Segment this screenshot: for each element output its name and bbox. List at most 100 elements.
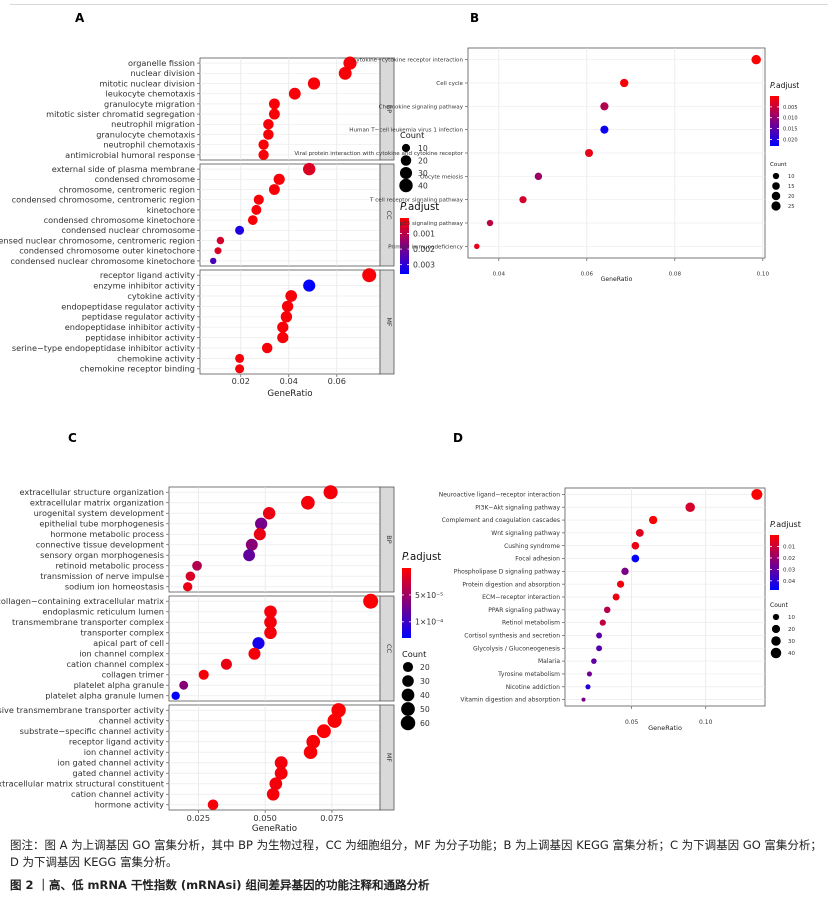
term-label: Oocyte meiosis <box>420 174 463 180</box>
term-label: condensed nuclear chromosome, centromeri… <box>0 235 195 245</box>
data-point <box>255 517 268 530</box>
data-point <box>519 196 527 204</box>
data-point <box>235 364 245 374</box>
term-label: mitotic nuclear division <box>99 78 195 88</box>
data-point <box>585 149 593 157</box>
term-label: connective tissue development <box>36 540 165 550</box>
term-label: transporter complex <box>80 628 164 638</box>
data-point <box>600 125 609 134</box>
data-point <box>303 279 316 292</box>
term-label: kinetochore <box>147 205 195 215</box>
facet-cc: external side of plasma membrane condense… <box>0 162 395 267</box>
data-point <box>264 626 277 640</box>
term-label: external side of plasma membrane <box>52 164 195 174</box>
data-point <box>277 331 289 344</box>
panel-letter: C <box>68 431 77 445</box>
term-label: hormone activity <box>95 800 165 810</box>
term-label: Neuroactive ligand−receptor interaction <box>439 492 560 499</box>
term-label: chromosome, centromeric region <box>59 184 195 194</box>
data-point <box>303 162 316 176</box>
term-label: receptor ligand activity <box>100 270 195 280</box>
facet: Neuroactive ligand−receptor interaction P… <box>439 487 766 707</box>
term-label: Human T−cell leukemia virus 1 infection <box>349 128 463 134</box>
term-label: condensed chromosome, centromeric region <box>12 195 195 205</box>
color-tick-label: 0.002 <box>413 245 435 254</box>
data-point <box>285 290 298 302</box>
color-tick-label: 0.020 <box>783 137 798 143</box>
term-label: endopeptidase inhibitor activity <box>65 322 195 332</box>
data-point <box>274 756 288 770</box>
size-legend-title: Count <box>402 649 427 659</box>
size-legend-label: 20 <box>788 194 794 200</box>
term-label: passive transmembrane transporter activi… <box>0 705 164 715</box>
size-legend-dot <box>399 166 413 180</box>
term-label: cation channel activity <box>71 789 164 799</box>
term-label: transmembrane transporter complex <box>12 617 164 627</box>
x-tick-label: 0.06 <box>328 376 346 386</box>
term-label: Retinol metabolism <box>502 620 560 627</box>
data-point <box>621 567 629 576</box>
size-legend-label: 10 <box>788 174 794 180</box>
size-legend-dot <box>401 702 415 716</box>
data-point <box>474 243 480 250</box>
term-label: peptidase inhibitor activity <box>85 332 195 342</box>
size-legend-label: 10 <box>418 144 428 153</box>
x-tick-label: 0.10 <box>757 272 770 278</box>
data-point <box>600 102 609 111</box>
facet-label: CC <box>385 210 393 220</box>
data-point <box>277 321 289 333</box>
term-label: receptor ligand activity <box>69 737 164 747</box>
data-point <box>245 538 258 551</box>
data-point <box>603 606 611 614</box>
data-point <box>620 78 629 88</box>
facet-label: MF <box>385 753 393 763</box>
term-label: Glycolysis / Gluconeogenesis <box>473 645 560 652</box>
term-label: Phospholipase D signaling pathway <box>454 568 561 575</box>
size-legend-label: 30 <box>788 639 795 645</box>
term-label: Cushing syndrome <box>504 543 560 550</box>
caption-note: 图注：图 A 为上调基因 GO 富集分析，其中 BP 为生物过程，CC 为细胞组… <box>10 838 822 869</box>
term-label: platelet alpha granule lumen <box>45 691 164 701</box>
term-label: channel activity <box>99 716 164 726</box>
term-label: organelle fission <box>128 58 195 68</box>
term-label: retinoid metabolic process <box>55 561 164 571</box>
color-bar <box>402 568 411 638</box>
data-point <box>216 236 225 245</box>
data-point <box>171 691 180 700</box>
term-label: endoplasmic reticulum lumen <box>42 607 164 617</box>
data-point <box>303 745 318 760</box>
x-tick-label: 0.06 <box>581 272 594 278</box>
data-point <box>258 139 269 150</box>
top-rule <box>10 4 828 5</box>
data-point <box>307 77 321 90</box>
term-label: Focal adhesion <box>515 556 560 563</box>
data-point <box>323 485 338 500</box>
term-label: apical part of cell <box>93 638 164 648</box>
data-point <box>585 684 591 690</box>
data-point <box>327 713 342 728</box>
size-legend-label: 30 <box>420 677 430 686</box>
color-legend-title: P.adjust <box>402 552 441 563</box>
term-label: Cortisol synthesis and secretion <box>464 633 560 640</box>
term-label: ion channel activity <box>84 747 164 757</box>
color-legend: P.adjust 0.01 0.02 0.03 0.04 <box>770 520 801 590</box>
plot-area <box>199 163 381 267</box>
facet-strip <box>379 486 395 593</box>
color-tick-label: 0.04 <box>783 579 796 585</box>
color-legend: P.adjust 0.001 0.002 0.003 <box>400 202 439 274</box>
term-label: granulocyte chemotaxis <box>96 129 195 139</box>
data-point <box>631 541 640 550</box>
data-point <box>591 658 597 664</box>
color-bar <box>770 535 779 590</box>
data-point <box>685 502 695 512</box>
data-point <box>751 488 763 500</box>
term-label: peptidase regulator activity <box>82 312 195 322</box>
term-label: ECM−receptor interaction <box>482 594 560 601</box>
size-legend-label: 20 <box>420 663 430 672</box>
term-label: condensed nuclear chromosome kinetochore <box>10 256 195 266</box>
data-point <box>220 658 232 670</box>
facet-mf: passive transmembrane transporter activi… <box>0 703 395 811</box>
data-point <box>209 257 217 265</box>
